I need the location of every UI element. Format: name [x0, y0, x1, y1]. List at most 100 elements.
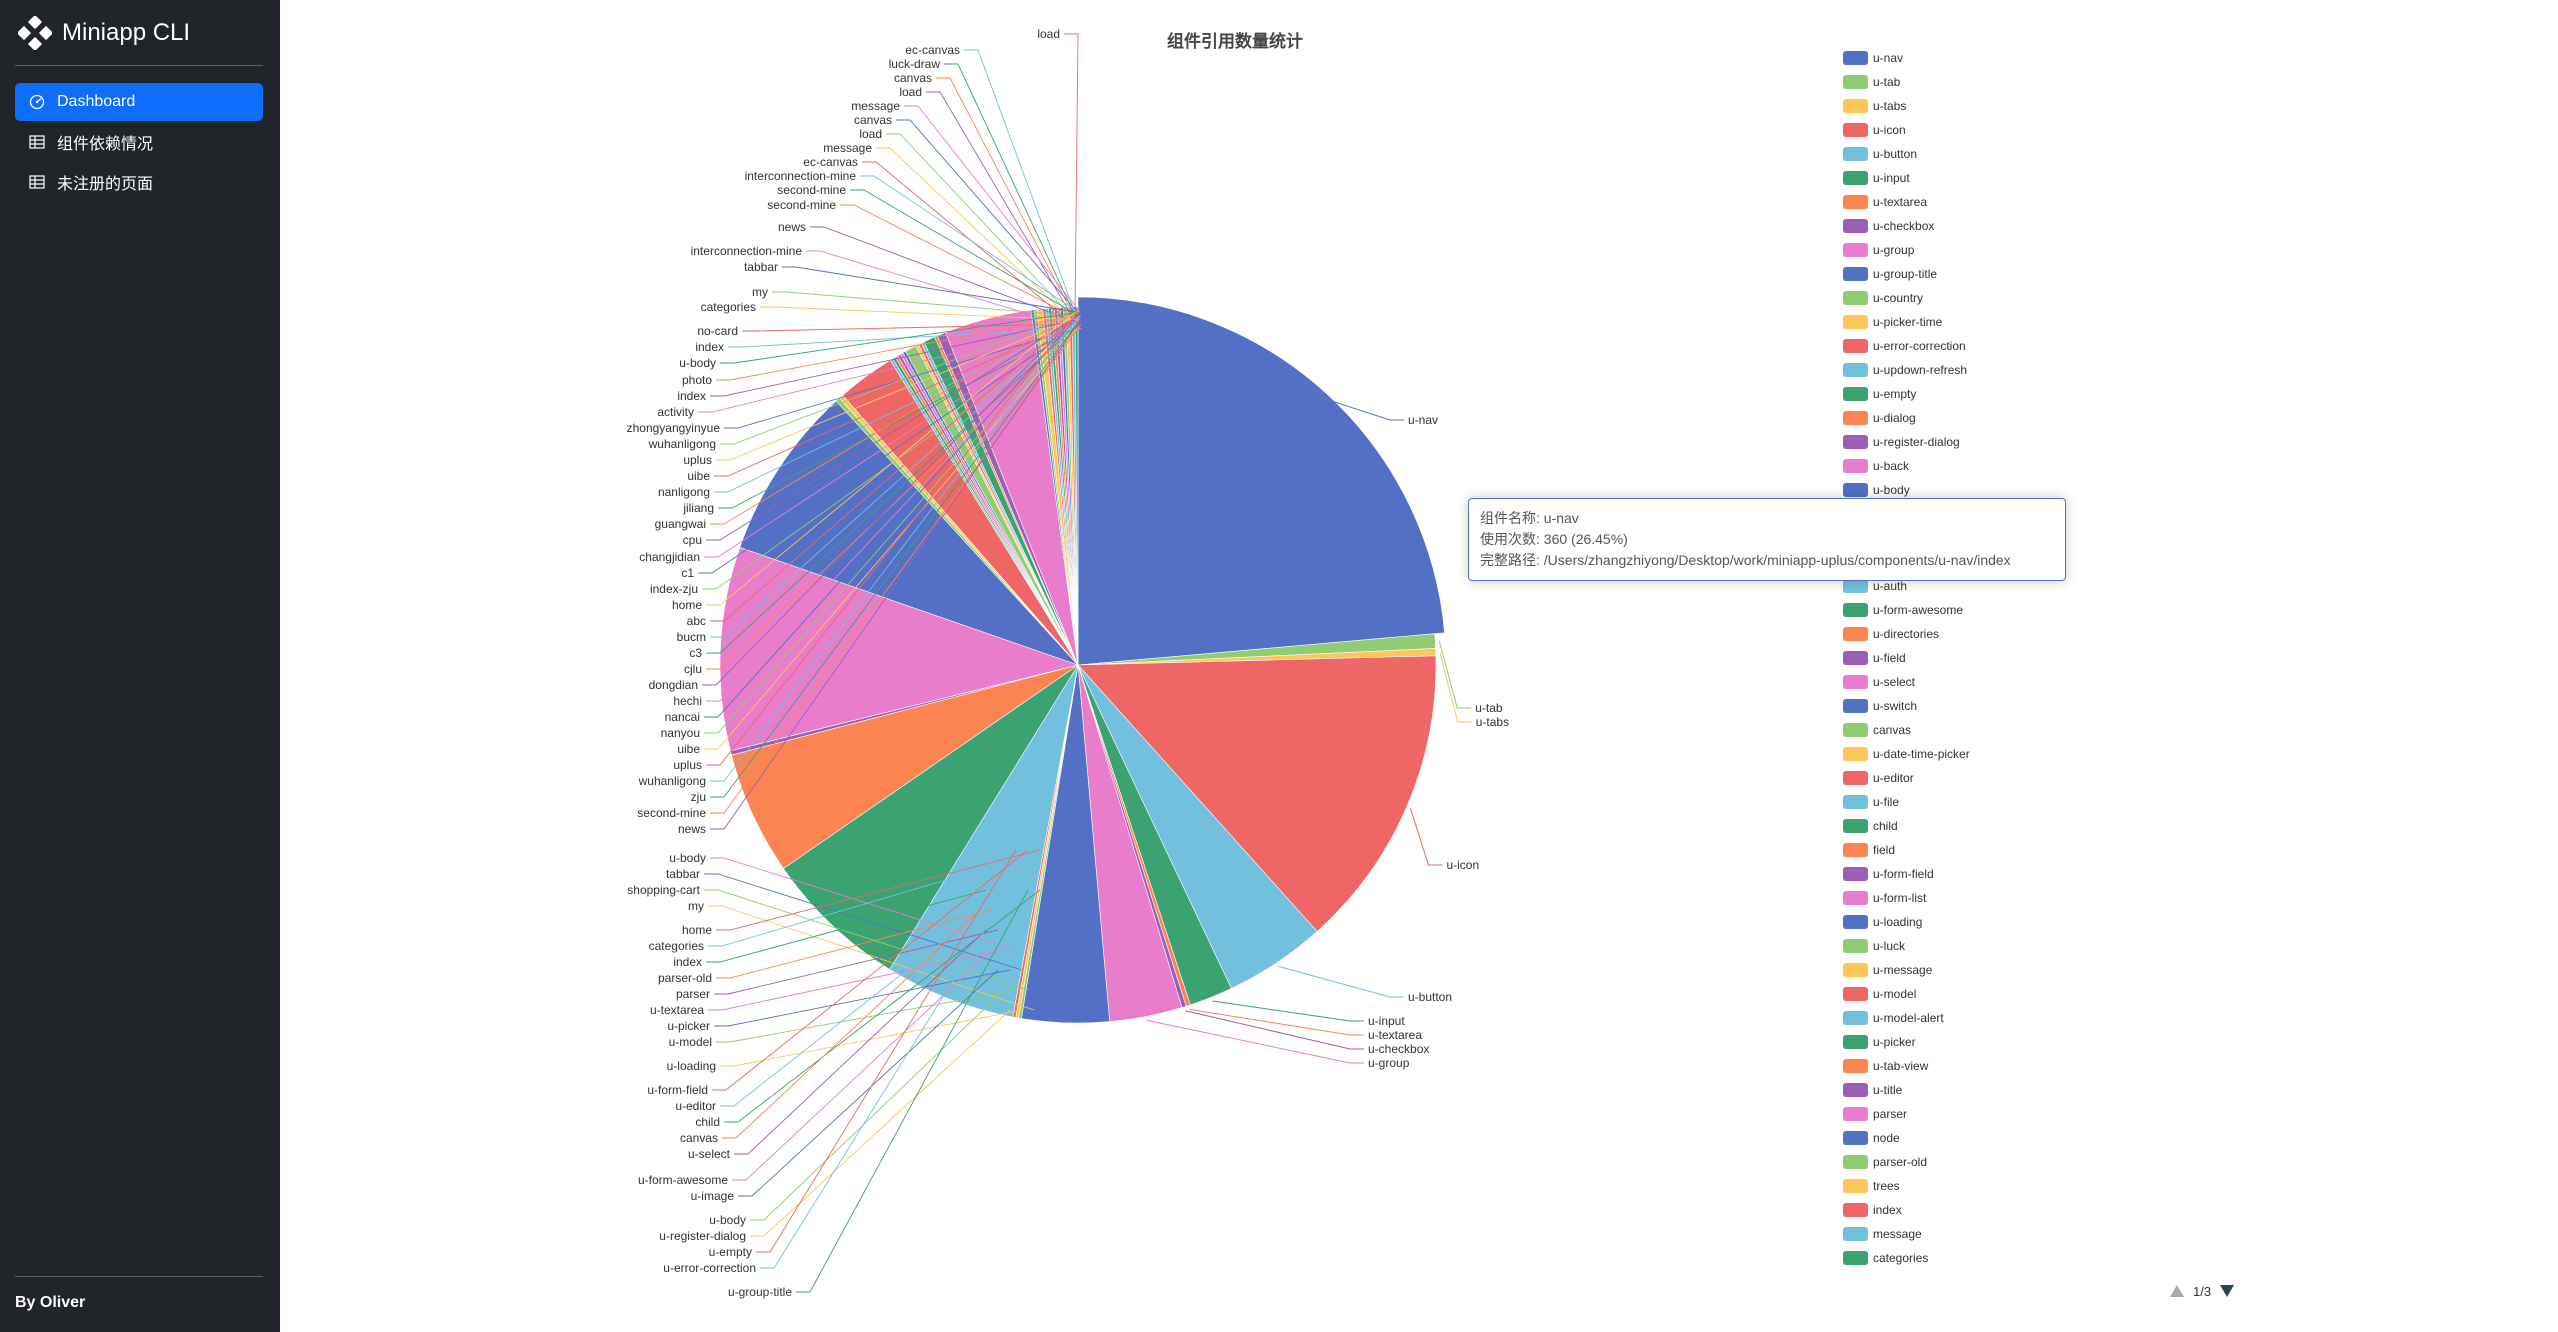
legend-swatch[interactable]: [1843, 459, 1868, 473]
pie-slice[interactable]: [783, 664, 1079, 970]
legend-item-label[interactable]: u-form-list: [1873, 891, 1927, 905]
legend-swatch[interactable]: [1843, 243, 1868, 257]
legend-item-label[interactable]: u-country: [1873, 291, 1923, 305]
legend-swatch[interactable]: [1843, 123, 1868, 137]
legend-item-label[interactable]: u-form-field: [1873, 867, 1934, 881]
legend-item-label[interactable]: u-button: [1873, 147, 1917, 161]
legend-swatch[interactable]: [1843, 363, 1868, 377]
legend-item-label[interactable]: u-textarea: [1873, 195, 1927, 209]
legend-swatch[interactable]: [1843, 75, 1868, 89]
legend-item-label[interactable]: u-empty: [1873, 387, 1916, 401]
legend-swatch[interactable]: [1843, 651, 1868, 665]
legend-item-label[interactable]: node: [1873, 1131, 1900, 1145]
pie-slice[interactable]: [719, 547, 1080, 752]
legend-swatch[interactable]: [1843, 963, 1868, 977]
legend-item-label[interactable]: u-body: [1873, 483, 1910, 497]
pie-slice[interactable]: [889, 664, 1079, 1018]
legend-swatch[interactable]: [1843, 1203, 1868, 1217]
legend-swatch[interactable]: [1843, 1131, 1868, 1145]
legend-item-label[interactable]: u-switch: [1873, 699, 1917, 713]
legend-swatch[interactable]: [1843, 627, 1868, 641]
legend-item-label[interactable]: trees: [1873, 1179, 1900, 1193]
legend-item-label[interactable]: u-model: [1873, 987, 1916, 1001]
legend-item-label[interactable]: u-model-alert: [1873, 1011, 1944, 1025]
legend-item-label[interactable]: u-checkbox: [1873, 219, 1934, 233]
sidebar-item-unregistered-pages[interactable]: 未注册的页面: [15, 163, 263, 201]
legend-item-label[interactable]: u-luck: [1873, 939, 1906, 953]
legend-item-label[interactable]: u-icon: [1873, 123, 1906, 137]
legend-swatch[interactable]: [1843, 315, 1868, 329]
legend-item-label[interactable]: u-error-correction: [1873, 339, 1966, 353]
legend-swatch[interactable]: [1843, 1251, 1868, 1265]
legend-swatch[interactable]: [1843, 195, 1868, 209]
legend-item-label[interactable]: categories: [1873, 1251, 1928, 1265]
legend-item-label[interactable]: u-loading: [1873, 915, 1922, 929]
legend-swatch[interactable]: [1843, 171, 1868, 185]
legend-swatch[interactable]: [1843, 819, 1868, 833]
legend-item-label[interactable]: u-tab-view: [1873, 1059, 1929, 1073]
legend-swatch[interactable]: [1843, 411, 1868, 425]
legend-swatch[interactable]: [1843, 915, 1868, 929]
legend-item-label[interactable]: parser-old: [1873, 1155, 1927, 1169]
pie-slice[interactable]: [1077, 655, 1437, 932]
legend-item-label[interactable]: u-picker-time: [1873, 315, 1943, 329]
legend-swatch[interactable]: [1843, 1011, 1868, 1025]
legend-swatch[interactable]: [1843, 867, 1868, 881]
legend-swatch[interactable]: [1843, 675, 1868, 689]
legend-item-label[interactable]: u-nav: [1873, 51, 1903, 65]
legend-item-label[interactable]: u-field: [1873, 651, 1906, 665]
legend-swatch[interactable]: [1843, 267, 1868, 281]
legend-swatch[interactable]: [1843, 1035, 1868, 1049]
legend-swatch[interactable]: [1843, 603, 1868, 617]
legend-swatch[interactable]: [1843, 339, 1868, 353]
legend-swatch[interactable]: [1843, 1155, 1868, 1169]
legend-page-up-icon[interactable]: [2167, 1281, 2187, 1301]
legend-item-label[interactable]: u-select: [1873, 675, 1916, 689]
legend-swatch[interactable]: [1843, 987, 1868, 1001]
legend-swatch[interactable]: [1843, 699, 1868, 713]
legend-item-label[interactable]: u-updown-refresh: [1873, 363, 1967, 377]
legend-swatch[interactable]: [1843, 771, 1868, 785]
sidebar-item-component-deps[interactable]: 组件依赖情况: [15, 123, 263, 161]
legend-swatch[interactable]: [1843, 1059, 1868, 1073]
legend-item-label[interactable]: u-input: [1873, 171, 1910, 185]
legend-swatch[interactable]: [1843, 1107, 1868, 1121]
legend-swatch[interactable]: [1843, 483, 1868, 497]
legend-swatch[interactable]: [1843, 387, 1868, 401]
legend-item-label[interactable]: u-tabs: [1873, 99, 1906, 113]
legend-swatch[interactable]: [1843, 579, 1868, 593]
brand[interactable]: Miniapp CLI: [18, 16, 190, 50]
legend-swatch[interactable]: [1843, 1179, 1868, 1193]
legend-item-label[interactable]: u-form-awesome: [1873, 603, 1963, 617]
legend-swatch[interactable]: [1843, 723, 1868, 737]
legend-item-label[interactable]: child: [1873, 819, 1898, 833]
sidebar-item-dashboard[interactable]: Dashboard: [15, 83, 263, 121]
legend-swatch[interactable]: [1843, 291, 1868, 305]
legend-page-down-icon[interactable]: [2217, 1281, 2237, 1301]
legend-item-label[interactable]: u-group-title: [1873, 267, 1937, 281]
legend-item-label[interactable]: canvas: [1873, 723, 1911, 737]
legend-item-label[interactable]: u-dialog: [1873, 411, 1916, 425]
legend-swatch[interactable]: [1843, 147, 1868, 161]
legend-item-label[interactable]: u-tab: [1873, 75, 1901, 89]
legend-item-label[interactable]: u-back: [1873, 459, 1910, 473]
legend-item-label[interactable]: u-editor: [1873, 771, 1914, 785]
legend-swatch[interactable]: [1843, 1083, 1868, 1097]
legend-item-label[interactable]: u-file: [1873, 795, 1899, 809]
legend-item-label[interactable]: parser: [1873, 1107, 1907, 1121]
legend-item-label[interactable]: u-date-time-picker: [1873, 747, 1970, 761]
legend-swatch[interactable]: [1843, 795, 1868, 809]
pie-slice[interactable]: [1077, 296, 1445, 666]
legend-swatch[interactable]: [1843, 435, 1868, 449]
legend-swatch[interactable]: [1843, 219, 1868, 233]
legend-item-label[interactable]: u-directories: [1873, 627, 1939, 641]
legend-swatch[interactable]: [1843, 843, 1868, 857]
legend-item-label[interactable]: u-group: [1873, 243, 1915, 257]
legend-item-label[interactable]: u-title: [1873, 1083, 1903, 1097]
legend-item-label[interactable]: u-picker: [1873, 1035, 1916, 1049]
legend-swatch[interactable]: [1843, 1227, 1868, 1241]
legend-swatch[interactable]: [1843, 747, 1868, 761]
legend-item-label[interactable]: index: [1873, 1203, 1902, 1217]
legend-swatch[interactable]: [1843, 891, 1868, 905]
legend-item-label[interactable]: message: [1873, 1227, 1922, 1241]
